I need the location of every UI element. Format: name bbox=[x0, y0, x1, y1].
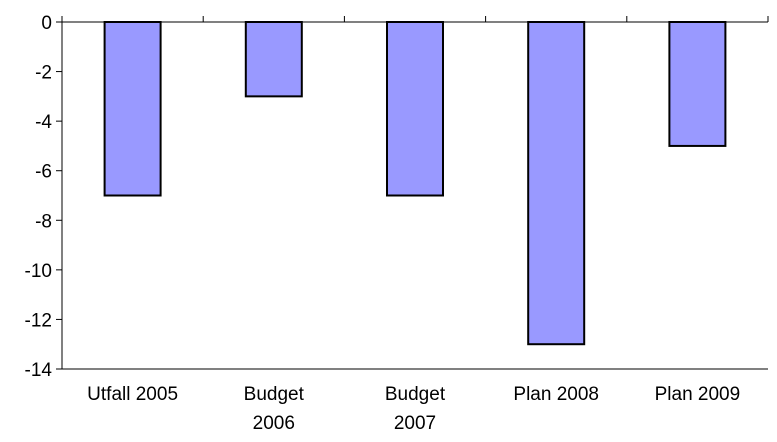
x-category-label: Plan 2008 bbox=[513, 384, 599, 405]
bar bbox=[244, 21, 303, 98]
y-tick-label: -2 bbox=[35, 63, 52, 84]
x-category-label-line: 2007 bbox=[394, 413, 436, 434]
x-category-label-line: 2006 bbox=[253, 413, 295, 434]
x-category-label: Utfall 2005 bbox=[87, 384, 178, 405]
x-category-label-line: Budget bbox=[244, 384, 305, 405]
y-tick-label: -12 bbox=[25, 310, 52, 331]
x-category-label-line: Budget bbox=[385, 384, 446, 405]
x-category-label-line: Plan 2008 bbox=[513, 384, 599, 405]
bar bbox=[668, 21, 727, 147]
bar bbox=[386, 21, 444, 197]
x-category-label-line: Utfall 2005 bbox=[87, 384, 178, 405]
bars bbox=[103, 21, 727, 346]
y-tick-label: -10 bbox=[25, 261, 52, 282]
y-tick-label: -6 bbox=[35, 162, 52, 183]
x-category-label-line: Plan 2009 bbox=[655, 384, 741, 405]
x-category-label: Budget 2007 bbox=[385, 384, 446, 434]
y-tick-label: -4 bbox=[35, 112, 52, 133]
x-category-label: Budget 2006 bbox=[244, 384, 305, 434]
bar bbox=[527, 21, 586, 346]
y-tick-label: 0 bbox=[41, 13, 52, 34]
bar bbox=[103, 21, 162, 197]
y-tick-label: -8 bbox=[35, 211, 52, 232]
x-axis: Utfall 2005 Budget 2006 Budget 2007 Plan 2008… bbox=[61, 16, 769, 434]
y-tick-label: -14 bbox=[25, 360, 53, 381]
x-category-label: Plan 2009 bbox=[655, 384, 741, 405]
y-axis: 0 -2 -4 -6 -8 -10 -12 -14 bbox=[25, 13, 63, 381]
